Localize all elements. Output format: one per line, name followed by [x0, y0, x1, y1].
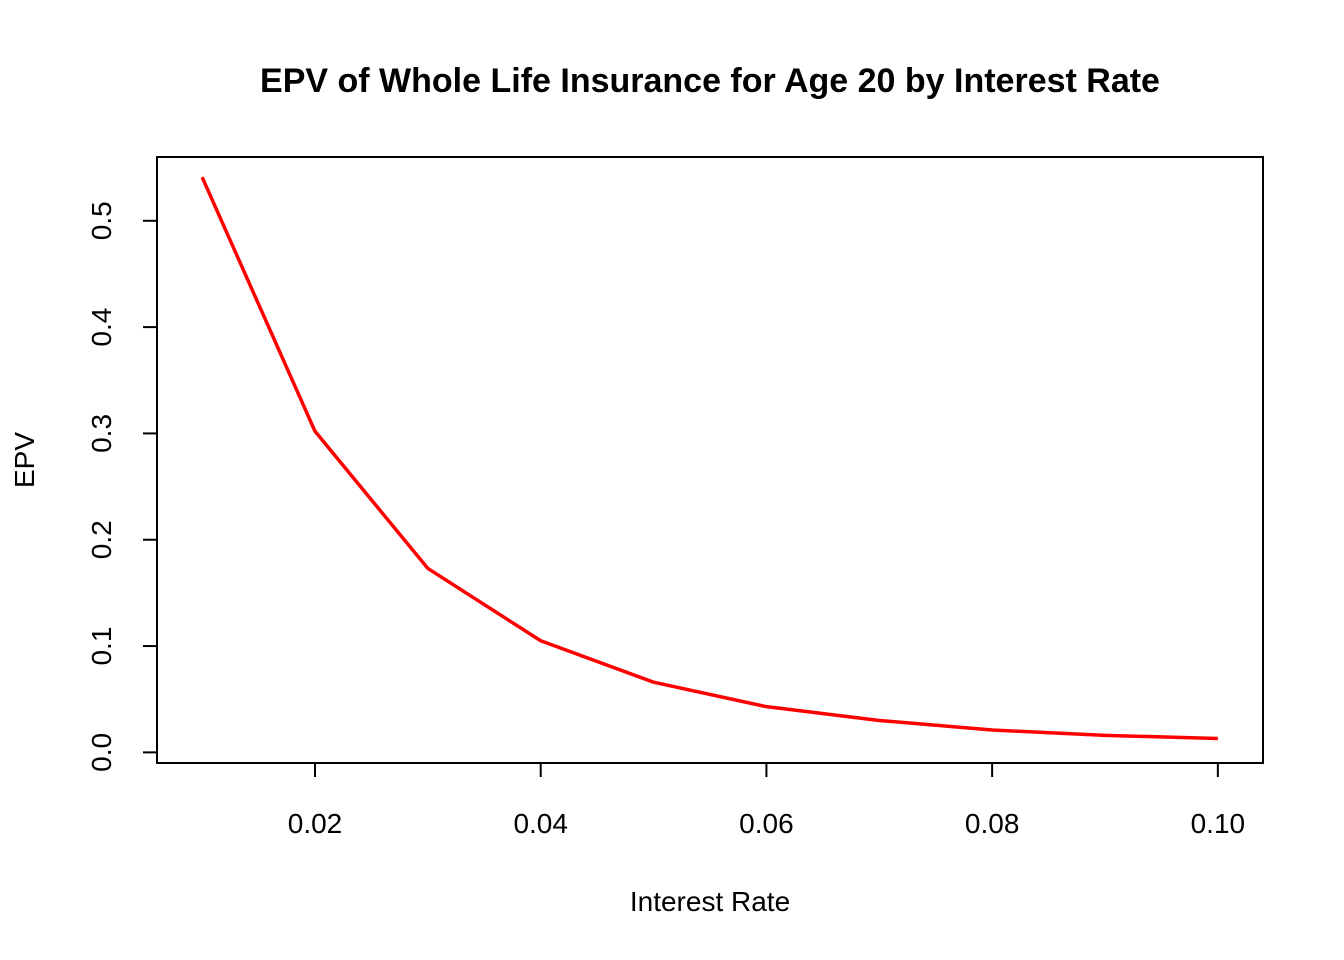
x-tick-label: 0.04 — [513, 808, 568, 839]
chart-title: EPV of Whole Life Insurance for Age 20 b… — [260, 62, 1160, 100]
series-layer — [200, 176, 1218, 741]
x-axis-label: Interest Rate — [630, 886, 790, 917]
y-tick-label: 0.1 — [86, 627, 117, 666]
y-tick-label: 0.4 — [86, 308, 117, 347]
plot-frame — [156, 156, 1264, 764]
y-tick-label: 0.0 — [86, 733, 117, 772]
y-tick-label: 0.3 — [86, 414, 117, 453]
x-tick-label: 0.02 — [288, 808, 343, 839]
y-axis: 0.0 0.1 0.2 0.3 0.4 0.5 — [86, 201, 158, 772]
x-tick-label: 0.06 — [739, 808, 794, 839]
y-tick-label: 0.5 — [86, 201, 117, 240]
y-axis-label: EPV — [9, 432, 40, 488]
x-tick-label: 0.08 — [965, 808, 1020, 839]
x-tick-label: 0.10 — [1191, 808, 1246, 839]
series-line — [200, 176, 1218, 741]
x-axis: 0.02 0.04 0.06 0.08 0.10 — [288, 762, 1246, 839]
y-tick-label: 0.2 — [86, 520, 117, 559]
